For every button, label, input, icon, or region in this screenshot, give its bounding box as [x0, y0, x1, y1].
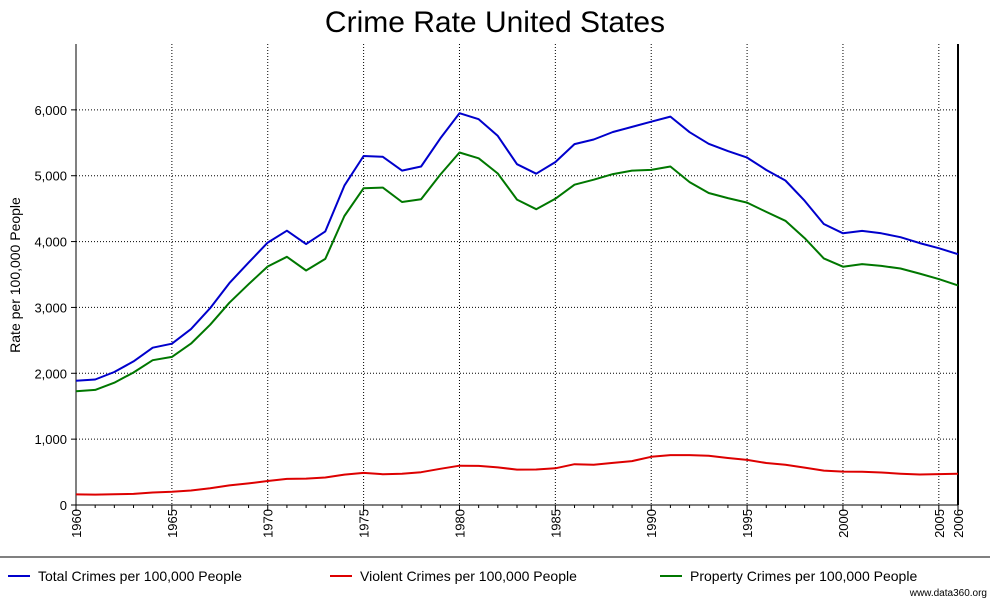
y-axis-label: Rate per 100,000 People	[7, 197, 23, 353]
x-tick-label-10: 2006	[951, 509, 966, 538]
y-tick-labels: 0 1,000 2,000 3,000 4,000 5,000 6,000	[34, 103, 76, 513]
credit-text: www.data360.org	[909, 588, 987, 599]
x-tick-label-5: 1985	[548, 509, 563, 538]
legend-label-1: Violent Crimes per 100,000 People	[360, 568, 577, 584]
legend-label-0: Total Crimes per 100,000 People	[38, 568, 242, 584]
y-tick-label-4: 4,000	[34, 235, 67, 250]
chart-title: Crime Rate United States	[325, 6, 665, 39]
x-tick-label-9: 2005	[932, 509, 947, 538]
series-lines	[75, 112, 959, 496]
x-tick-label-2: 1970	[261, 509, 276, 538]
x-tick-label-0: 1960	[69, 509, 84, 538]
y-tick-label-0: 0	[60, 498, 67, 513]
series-line-1	[75, 454, 959, 496]
grid-lines	[76, 44, 958, 505]
series-line-2	[75, 151, 959, 393]
legend: Total Crimes per 100,000 People Violent C…	[8, 568, 917, 584]
x-tick-labels: 1960 1965 1970 1975 1980 1985 1990 1995 2000 2005…	[69, 505, 966, 538]
y-tick-label-1: 1,000	[34, 432, 67, 447]
y-tick-label-6: 6,000	[34, 103, 67, 118]
y-tick-label-2: 2,000	[34, 366, 67, 381]
axes	[75, 44, 959, 506]
x-tick-label-7: 1995	[740, 509, 755, 538]
y-tick-label-3: 3,000	[34, 300, 67, 315]
series-line-0	[75, 112, 959, 382]
x-tick-label-4: 1980	[452, 509, 467, 538]
x-tick-label-3: 1975	[357, 509, 372, 538]
x-tick-label-1: 1965	[165, 509, 180, 538]
x-tick-label-6: 1990	[644, 509, 659, 538]
y-tick-label-5: 5,000	[34, 169, 67, 184]
x-tick-label-8: 2000	[836, 509, 851, 538]
legend-label-2: Property Crimes per 100,000 People	[690, 568, 917, 584]
